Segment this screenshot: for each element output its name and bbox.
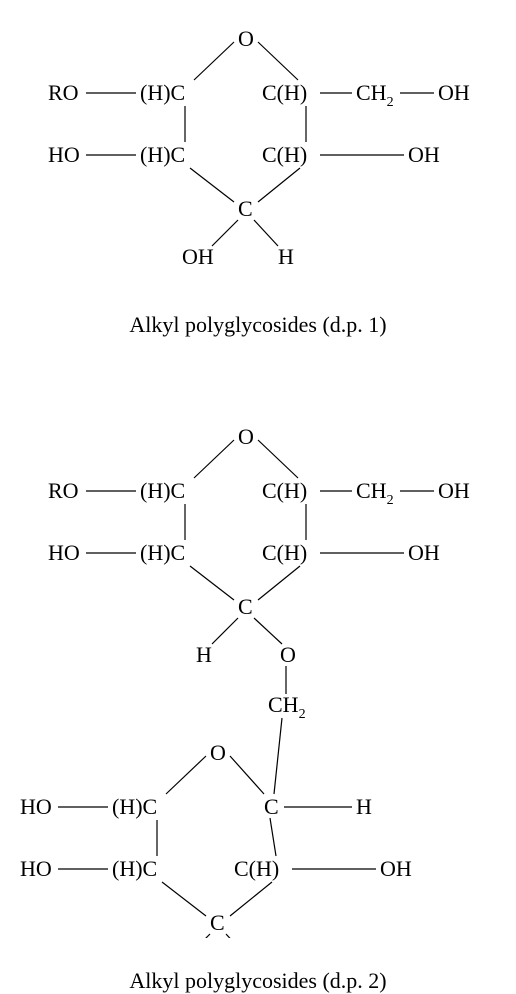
page: O (H)C C(H) (H)C C(H) C RO HO OH CH2 OH … (0, 0, 516, 981)
atom2-c-tl: (H)C (140, 478, 185, 503)
atom2-c-b: C (238, 594, 253, 619)
atom-oh-mr: OH (408, 142, 440, 167)
atom-o-top: O (238, 26, 254, 51)
atom2b-ho-tl: HO (20, 794, 52, 819)
atom2b-oh-mr: OH (380, 856, 412, 881)
structure-2: O (H)C C(H) (H)C C(H) C RO HO OH CH2 OH … (0, 398, 516, 938)
atom-c-b: C (238, 196, 253, 221)
atom2-o-top: O (238, 424, 254, 449)
atom2-ho-ml: HO (48, 540, 80, 565)
atom2-c-tr: C(H) (262, 478, 307, 503)
atom-h-b: H (278, 244, 294, 269)
atom2b-c-tl: (H)C (112, 794, 157, 819)
structure-1: O (H)C C(H) (H)C C(H) C RO HO OH CH2 OH … (0, 0, 516, 300)
atom-oh-b: OH (182, 244, 214, 269)
atom2b-h-tr: H (356, 794, 372, 819)
caption-2: Alkyl polyglycosides (d.p. 2) (0, 968, 516, 994)
atom2b-c-tr: C (264, 794, 279, 819)
atom-oh-tr: OH (438, 80, 470, 105)
atom2b-c-ml: (H)C (112, 856, 157, 881)
atom2b-c-b: C (210, 910, 225, 935)
atom2-o-link: O (280, 642, 296, 667)
atom-ho-ml: HO (48, 142, 80, 167)
atom2-ch2: CH2 (356, 478, 394, 508)
atom-c-mr: C(H) (262, 142, 307, 167)
atom-ch2: CH2 (356, 80, 394, 110)
atom2-ch2-link: CH2 (268, 692, 306, 722)
atom2-oh-mr: OH (408, 540, 440, 565)
atom2b-o-top: O (210, 740, 226, 765)
atom-ro: RO (48, 80, 79, 105)
atom2b-ho-ml: HO (20, 856, 52, 881)
atom2-c-mr: C(H) (262, 540, 307, 565)
atom-c-ml: (H)C (140, 142, 185, 167)
atom2-oh-tr: OH (438, 478, 470, 503)
atom2-h-b: H (196, 642, 212, 667)
atom2b-c-mr: C(H) (234, 856, 279, 881)
atom-c-tr: C(H) (262, 80, 307, 105)
atom2-ro: RO (48, 478, 79, 503)
caption-1: Alkyl polyglycosides (d.p. 1) (0, 312, 516, 338)
atom2-c-ml: (H)C (140, 540, 185, 565)
atom-c-tl: (H)C (140, 80, 185, 105)
